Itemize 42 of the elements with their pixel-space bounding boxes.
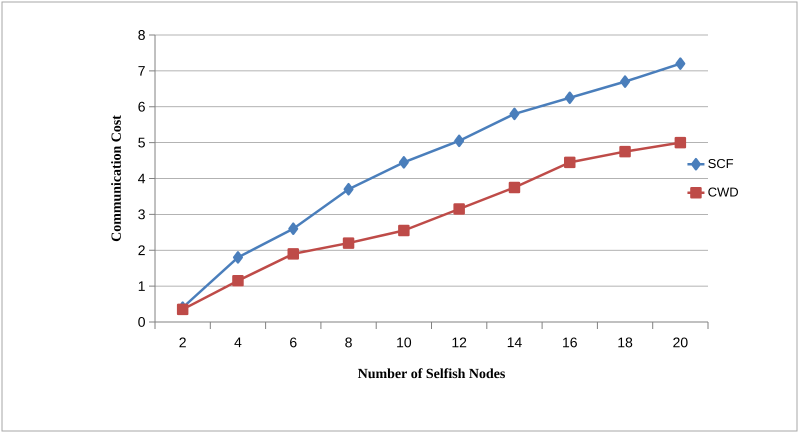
- point: [675, 57, 686, 70]
- x-tick-label: 18: [618, 337, 632, 348]
- x-tick-label: 4: [234, 338, 242, 348]
- point: [398, 156, 409, 169]
- point: [176, 304, 188, 316]
- point: [454, 134, 464, 148]
- point: [288, 248, 300, 260]
- point: [453, 203, 465, 215]
- x-tick-label: 16: [563, 337, 577, 348]
- y-tick-label: 7: [138, 66, 145, 76]
- y-tick-label: 1: [138, 281, 145, 291]
- point: [342, 237, 354, 249]
- x-tick-label: 14: [508, 338, 522, 348]
- point: [564, 156, 576, 168]
- y-tick-label: 2: [138, 245, 145, 256]
- point: [508, 182, 520, 194]
- x-tick-label: 8: [345, 337, 352, 348]
- point: [619, 146, 631, 158]
- point: [564, 92, 575, 104]
- point: [509, 108, 520, 120]
- x-tick-label: 20: [673, 337, 688, 348]
- y-tick-label: 6: [138, 102, 145, 112]
- y-tick-label: 8: [138, 30, 145, 40]
- x-axis-title: Number of Selfish Nodes: [358, 368, 505, 378]
- y-tick-label: 4: [138, 174, 146, 184]
- legend-label: SCF: [708, 158, 734, 168]
- point: [288, 222, 298, 235]
- legend-label: CWD: [708, 187, 738, 197]
- x-tick-label: 2: [179, 337, 186, 348]
- point: [232, 251, 243, 264]
- point: [232, 274, 244, 286]
- y-tick-label: 5: [138, 138, 145, 148]
- x-tick-label: 10: [397, 337, 412, 348]
- point: [344, 183, 354, 196]
- y-tick-label: 3: [138, 209, 145, 220]
- point: [674, 136, 686, 148]
- x-tick-label: 6: [290, 337, 297, 348]
- point: [398, 224, 410, 236]
- y-axis-title: Communication Cost: [111, 115, 121, 242]
- y-tick-label: 0: [138, 317, 145, 327]
- x-tick-label: 12: [452, 337, 466, 348]
- point: [620, 75, 630, 88]
